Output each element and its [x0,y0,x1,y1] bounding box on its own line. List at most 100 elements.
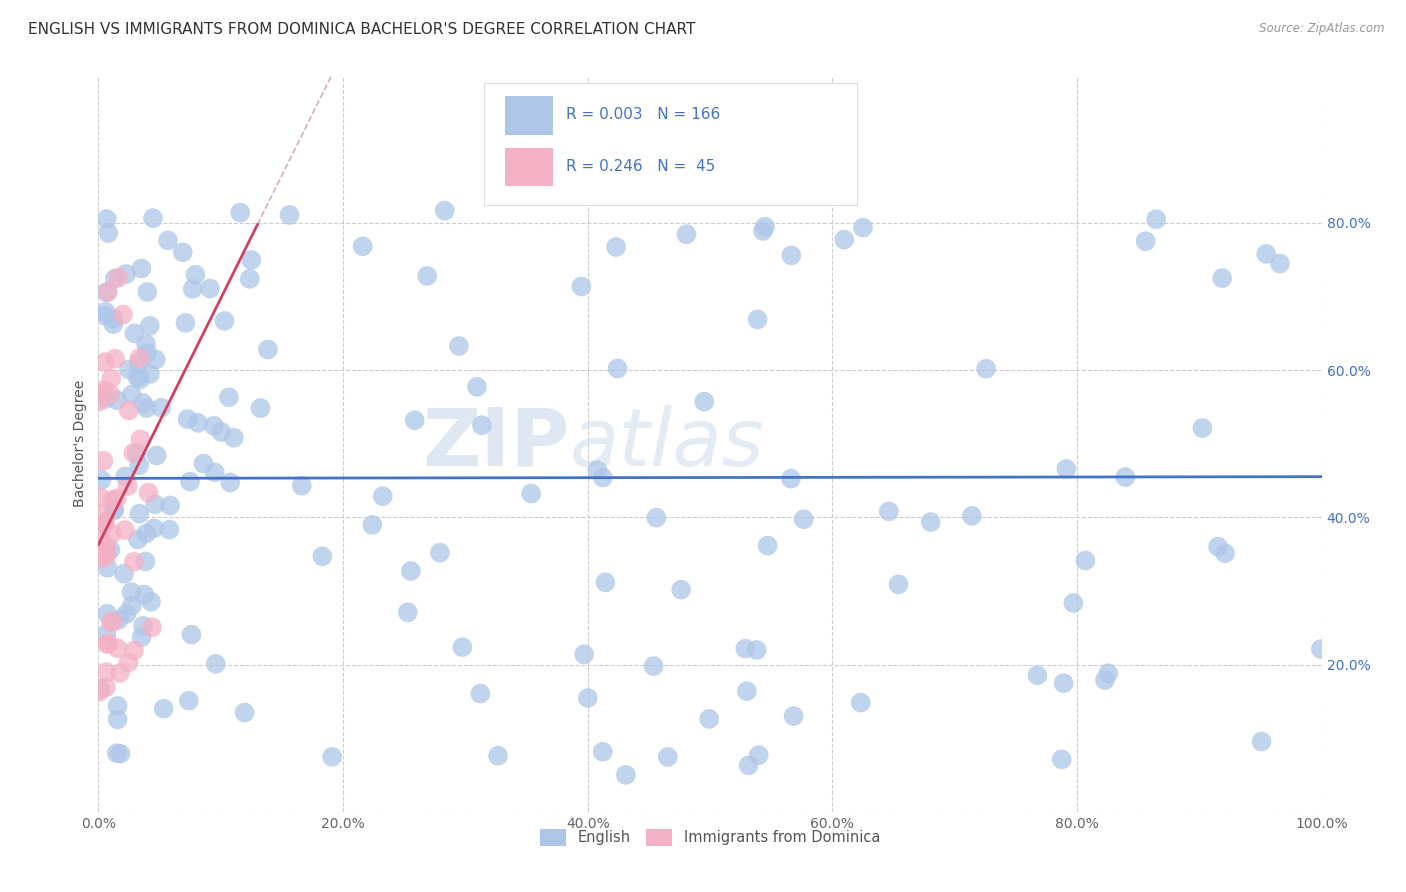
Point [93,454,115,468]
Point [139,367,162,381]
Point [101,526,124,541]
Point [877,504,900,518]
Point [960,508,983,523]
Point [793,512,815,526]
Point [128,507,150,521]
Point [399,564,422,578]
Point [233,706,256,720]
Point [150,401,173,415]
Point [592,745,614,759]
Point [229,205,252,219]
Point [129,433,152,447]
Point [832,233,855,247]
Point [132,619,155,633]
Point [145,352,167,367]
Text: ZIP: ZIP [422,405,569,483]
Point [645,510,668,524]
Point [669,582,692,597]
Point [129,372,152,386]
Point [96,548,118,562]
Point [100,542,122,557]
Point [97,285,120,299]
Point [849,696,872,710]
Point [204,657,226,671]
Point [128,356,150,370]
Point [96,561,118,575]
Point [138,318,160,333]
Point [100,615,122,629]
Point [94,515,117,529]
Legend: English, Immigrants from Dominica: English, Immigrants from Dominica [534,822,886,852]
Point [159,523,181,537]
Point [145,449,167,463]
Point [156,234,179,248]
Point [152,701,174,715]
Point [470,687,492,701]
Point [1206,540,1229,554]
Point [89,681,111,696]
Point [94,539,117,553]
Point [572,648,595,662]
Point [756,539,779,553]
Point [90,473,112,487]
Point [396,605,419,619]
Point [193,457,215,471]
Point [780,472,803,486]
Point [101,493,124,508]
Point [520,486,543,500]
Point [105,393,128,408]
Point [734,641,756,656]
Point [122,446,145,460]
Point [614,768,637,782]
Point [239,272,262,286]
Point [176,412,198,426]
Point [96,627,118,641]
Point [107,698,129,713]
Point [91,547,114,561]
Point [127,370,149,384]
Point [107,270,129,285]
Point [1256,247,1278,261]
Point [114,469,136,483]
Point [180,628,202,642]
Point [1250,734,1272,748]
Point [98,387,121,401]
Point [198,281,221,295]
FancyBboxPatch shape [505,96,554,135]
Point [735,684,758,698]
Point [135,337,157,351]
Point [174,316,197,330]
Point [121,387,143,401]
Point [920,515,942,529]
Point [404,413,426,427]
Point [291,479,314,493]
Point [172,245,194,260]
Point [94,392,117,406]
Point [737,758,759,772]
Point [96,285,118,300]
Point [96,607,118,621]
Point [1052,676,1074,690]
Point [1268,256,1291,270]
Point [96,637,118,651]
Point [605,240,627,254]
FancyBboxPatch shape [484,83,856,204]
Point [112,566,135,581]
Point [240,252,263,267]
Point [782,709,804,723]
Point [576,691,599,706]
Point [1097,666,1119,681]
Point [136,285,159,299]
Point [120,585,142,599]
Point [1114,470,1136,484]
Point [135,526,157,541]
Point [1050,752,1073,766]
Point [693,394,716,409]
Point [91,551,114,566]
Point [136,346,159,360]
Point [104,351,127,366]
Point [101,615,124,629]
Point [361,517,384,532]
Point [103,317,125,331]
Point [321,749,343,764]
